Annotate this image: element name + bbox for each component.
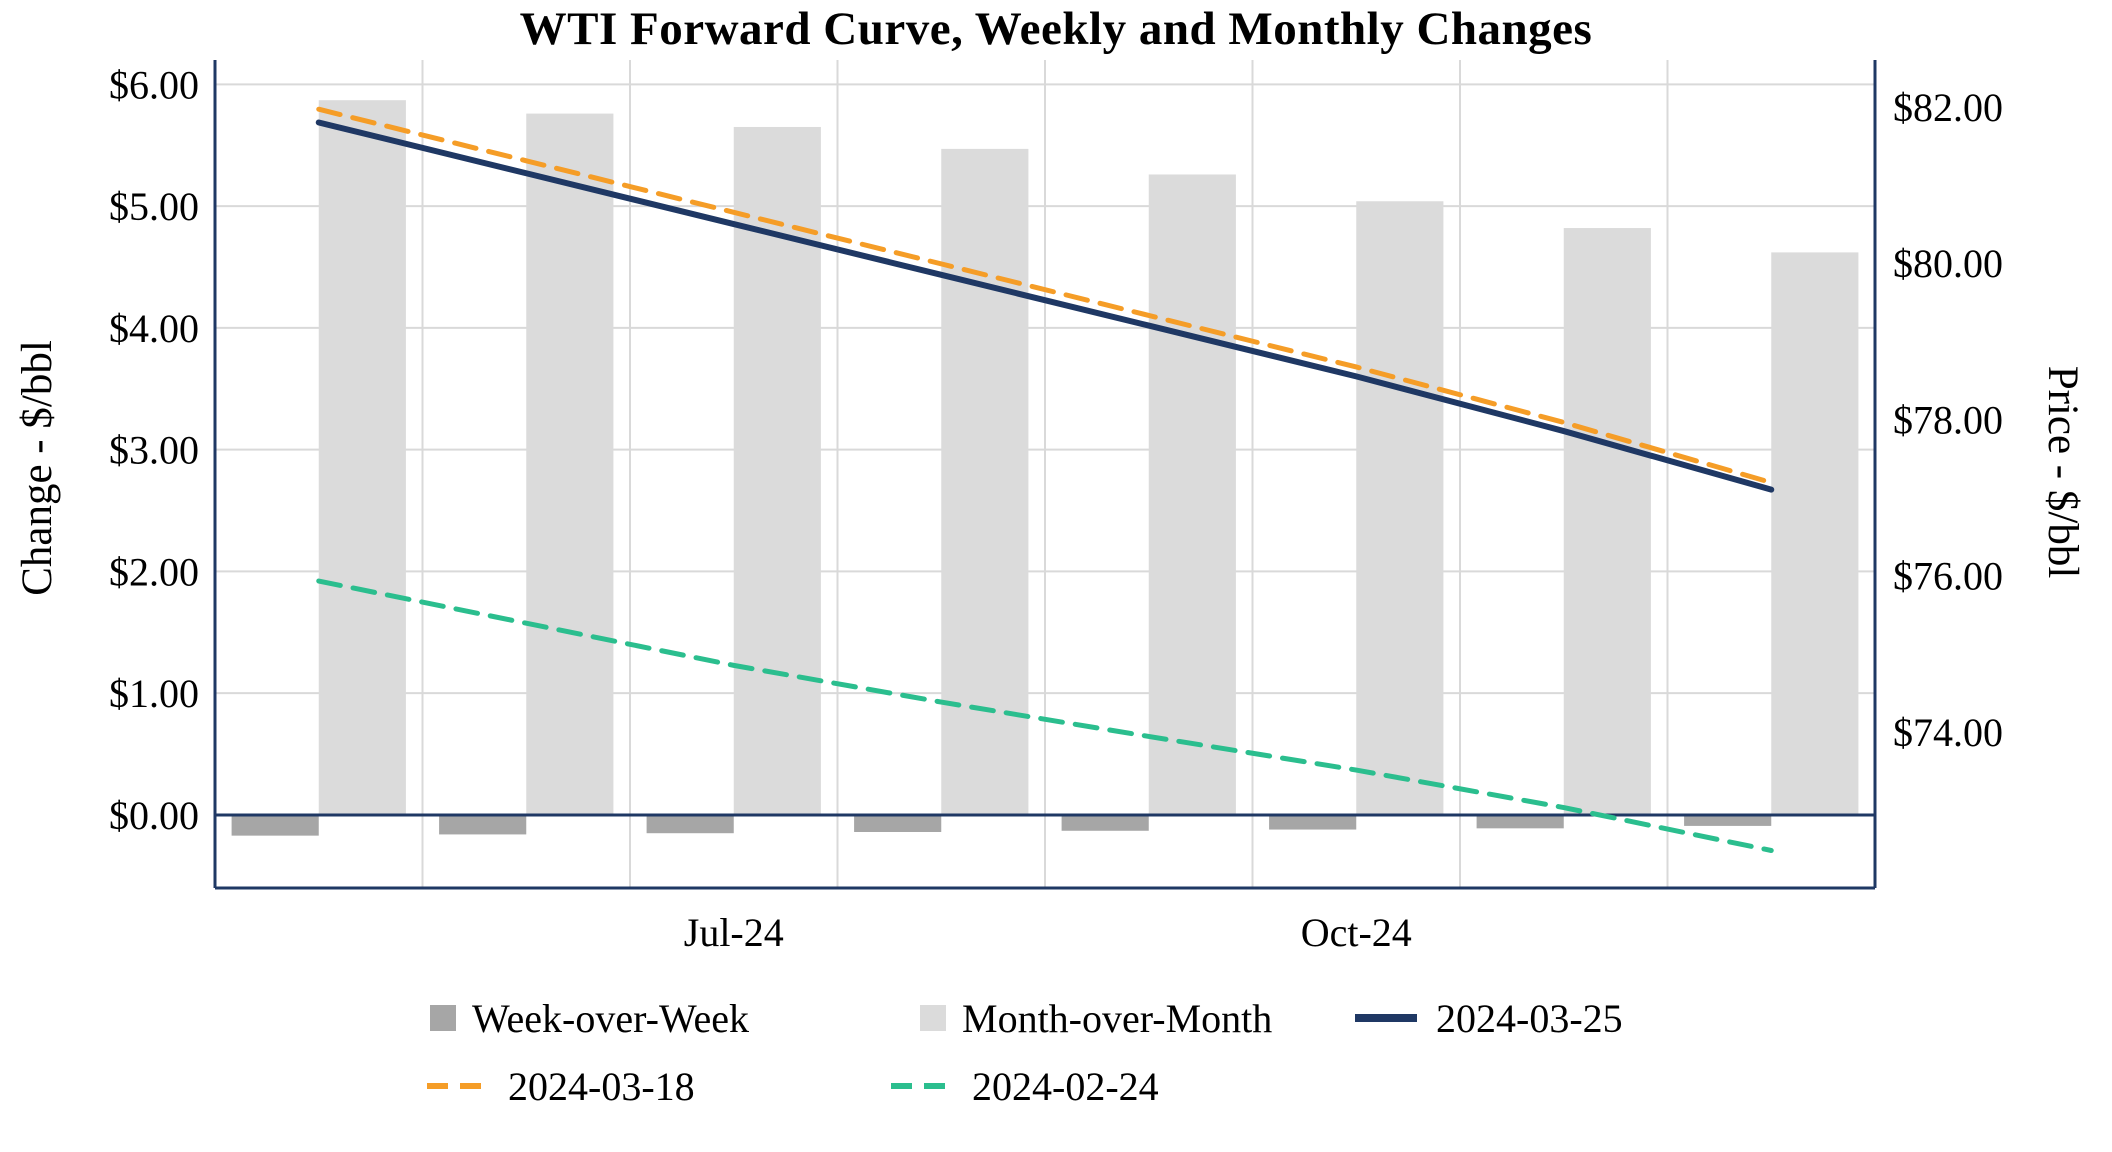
svg-text:$1.00: $1.00 xyxy=(109,671,199,716)
line-2024-03-25 xyxy=(315,119,1775,493)
line-2024-03-18-swatch-icon xyxy=(424,1077,492,1095)
legend-label-month-over-month: Month-over-Month xyxy=(962,995,1273,1041)
chart-title: WTI Forward Curve, Weekly and Monthly Ch… xyxy=(519,3,1593,55)
svg-text:$76.00: $76.00 xyxy=(1893,554,2003,599)
right-axis-tick-labels: $82.00 $80.00 $78.00 $76.00 $74.00 xyxy=(1893,85,2003,755)
legend-label-2024-02-24: 2024-02-24 xyxy=(972,1063,1159,1109)
x-axis-tick-labels: Jul-24 Oct-24 xyxy=(684,910,1412,955)
svg-text:$78.00: $78.00 xyxy=(1893,397,2003,442)
legend-item-week-over-week: Week-over-Week xyxy=(430,992,749,1044)
svg-text:$0.00: $0.00 xyxy=(109,793,199,838)
svg-text:Oct-24: Oct-24 xyxy=(1301,910,1412,955)
legend-item-2024-02-24: 2024-02-24 xyxy=(888,1060,1159,1112)
week-over-week-swatch-icon xyxy=(430,1005,456,1031)
line-2024-03-25-swatch-icon xyxy=(1352,1009,1420,1027)
svg-text:Jul-24: Jul-24 xyxy=(684,910,784,955)
legend-item-2024-03-25: 2024-03-25 xyxy=(1352,992,1623,1044)
line-2024-02-24 xyxy=(316,578,1774,854)
svg-text:$82.00: $82.00 xyxy=(1893,85,2003,130)
line-2024-03-18 xyxy=(316,106,1774,486)
legend-label-2024-03-25: 2024-03-25 xyxy=(1436,995,1623,1041)
legend-item-2024-03-18: 2024-03-18 xyxy=(424,1060,695,1112)
left-axis-tick-labels: $6.00 $5.00 $4.00 $3.00 $2.00 $1.00 $0.00 xyxy=(109,62,199,838)
month-over-month-swatch-icon xyxy=(920,1005,946,1031)
svg-text:$80.00: $80.00 xyxy=(1893,241,2003,286)
bars-week-over-week xyxy=(231,814,1772,836)
line-2024-02-24-swatch-icon xyxy=(888,1077,956,1095)
svg-text:$74.00: $74.00 xyxy=(1893,710,2003,755)
bars-month-over-month xyxy=(318,100,1859,815)
svg-text:$4.00: $4.00 xyxy=(109,306,199,351)
legend-label-2024-03-18: 2024-03-18 xyxy=(508,1063,695,1109)
svg-text:$6.00: $6.00 xyxy=(109,62,199,107)
svg-text:$2.00: $2.00 xyxy=(109,549,199,594)
svg-text:$5.00: $5.00 xyxy=(109,184,199,229)
axis-lines xyxy=(213,60,1877,890)
legend-item-month-over-month: Month-over-Month xyxy=(920,992,1272,1044)
chart-canvas: $6.00 $5.00 $4.00 $3.00 $2.00 $1.00 $0.00 $82.0… xyxy=(109,60,2003,955)
svg-text:$3.00: $3.00 xyxy=(109,428,199,473)
legend-label-week-over-week: Week-over-Week xyxy=(472,995,750,1041)
